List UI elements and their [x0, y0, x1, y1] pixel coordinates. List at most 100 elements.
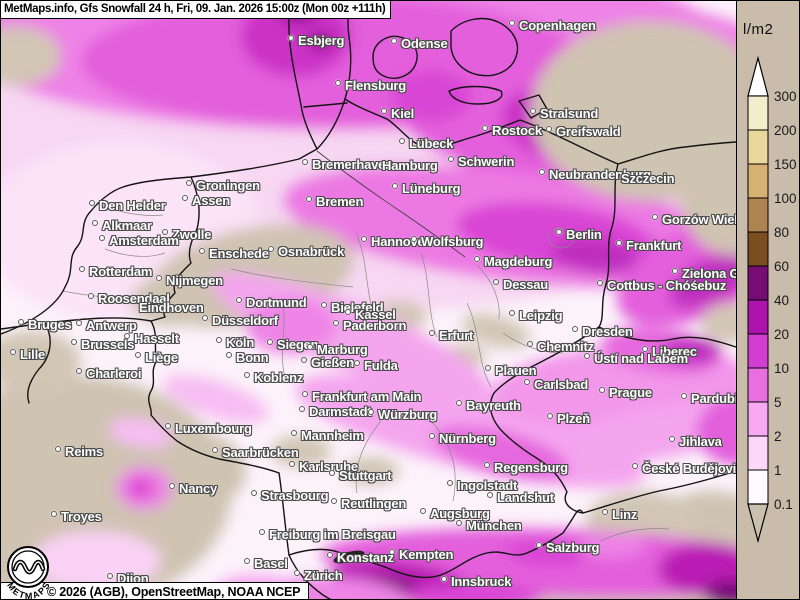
city-label-nijmegen: Nijmegen	[156, 274, 223, 287]
city-name: Brussels	[81, 337, 135, 352]
city-name: Zürich	[304, 568, 343, 583]
city-marker-icon	[291, 430, 297, 436]
city-marker-icon	[447, 480, 453, 486]
legend-tick-label: 300	[774, 89, 797, 104]
copyright-text: © 2026 (AGB), OpenStreetMap, NOAA NCEP	[1, 582, 310, 599]
city-label-troyes: Troyes	[51, 510, 102, 523]
city-name: Rotterdam	[89, 264, 153, 279]
city-name: Kassel	[355, 307, 396, 322]
city-name: Dessau	[503, 277, 549, 292]
city-name: Den Helder	[99, 198, 166, 213]
city-label-bielefeld: Bielefeld	[321, 300, 384, 315]
city-label-amsterdam: Amsterdam	[99, 234, 179, 247]
metmaps-logo: METMAPS	[5, 546, 51, 599]
city-name: Liberec	[652, 344, 697, 359]
city-label-stuttgart: Stuttgart	[329, 469, 392, 482]
city-label-landshut: Landshut	[487, 491, 554, 504]
legend-color-cell	[747, 469, 769, 505]
city-marker-icon	[88, 293, 94, 299]
city-name: Köln	[226, 335, 255, 350]
city-label-gie-en: Gießen	[301, 356, 354, 369]
city-label-hamburg: Hamburg	[382, 159, 438, 172]
city-marker-icon	[182, 195, 188, 201]
city-name: Frankfurt	[626, 238, 682, 253]
city-marker-icon	[572, 326, 578, 332]
city-marker-icon	[599, 387, 605, 393]
city-label-plauen: Plauen	[485, 364, 537, 377]
city-label-mannheim: Mannheim	[291, 429, 364, 442]
city-label-dessau: Dessau	[493, 278, 548, 291]
city-marker-icon	[530, 108, 536, 114]
city-marker-icon	[289, 461, 295, 467]
city-label-l-beck: Lübeck	[399, 137, 454, 150]
city-name: Gießen	[311, 355, 354, 370]
city-marker-icon	[333, 320, 339, 326]
city-label-bayreuth: Bayreuth	[456, 399, 521, 412]
city-marker-icon	[107, 573, 113, 579]
city-name: Dresden	[582, 324, 633, 339]
city-marker-icon	[392, 183, 398, 189]
city-marker-icon	[429, 433, 435, 439]
city-label-konstanz: Konstanz	[327, 551, 394, 564]
city-marker-icon	[632, 463, 638, 469]
city-marker-icon	[199, 248, 205, 254]
city-name: Troyes	[61, 509, 102, 524]
city-name: Magdeburg	[484, 254, 553, 269]
legend-color-scale: 300 200 150 100 80 60 40 20 10 5 2 1 0.1	[747, 55, 797, 544]
city-name: Zwolle	[172, 227, 212, 242]
city-marker-icon	[399, 138, 405, 144]
city-label-reutlingen: Reutlingen	[331, 497, 406, 510]
city-label-dortmund: Dortmund	[236, 296, 307, 309]
legend-tick-label: 2	[774, 429, 782, 444]
city-label-plze-: Plzeň	[547, 412, 590, 425]
city-marker-icon	[642, 346, 648, 352]
city-name: Leipzig	[519, 308, 563, 323]
city-label-zwolle: Zwolle	[162, 228, 211, 241]
city-label-schwerin: Schwerin	[448, 155, 514, 168]
legend-tick-label: 200	[774, 123, 797, 138]
city-marker-icon	[186, 180, 192, 186]
city-label-kiel: Kiel	[381, 107, 414, 120]
city-marker-icon	[584, 353, 590, 359]
city-marker-icon	[539, 169, 545, 175]
city-name: Marburg	[317, 342, 368, 357]
city-label-strasbourg: Strasbourg	[251, 489, 329, 502]
city-name: Eindhoven	[139, 300, 204, 315]
city-name: Plzeň	[557, 411, 590, 426]
city-label-copenhagen: Copenhagen	[509, 19, 596, 32]
city-marker-icon	[354, 360, 360, 366]
city-marker-icon	[536, 542, 542, 548]
city-marker-icon	[216, 337, 222, 343]
city-name: Mannheim	[301, 428, 364, 443]
city-name: Nijmegen	[166, 273, 223, 288]
city-label-bremerhaven: Bremerhaven	[302, 158, 393, 171]
city-label-luxembourg: Luxembourg	[165, 422, 252, 435]
city-label-k-ln: Köln	[216, 336, 254, 349]
city-label-ingolstadt: Ingolstadt	[447, 479, 517, 492]
city-name: Nürnberg	[439, 431, 496, 446]
city-label-assen: Assen	[182, 194, 230, 207]
city-marker-icon	[329, 470, 335, 476]
city-label-leipzig: Leipzig	[509, 308, 563, 323]
city-marker-icon	[546, 126, 552, 132]
city-label-kassel: Kassel	[345, 308, 396, 321]
city-name: Dijon	[117, 571, 149, 586]
legend-color-cell	[747, 333, 769, 369]
city-marker-icon	[259, 529, 265, 535]
city-label-magdeburg: Magdeburg	[474, 255, 552, 268]
city-marker-icon	[202, 315, 208, 321]
city-label-linz: Linz	[602, 508, 637, 521]
city-label-odense: Odense	[391, 37, 448, 50]
city-marker-icon	[509, 20, 515, 26]
city-name: Reutlingen	[341, 496, 407, 511]
city-marker-icon	[236, 297, 242, 303]
city-marker-icon	[368, 409, 374, 415]
city-name: Osnabrück	[278, 244, 345, 259]
city-label-regensburg: Regensburg	[484, 461, 568, 474]
city-label-esbjerg: Esbjerg	[288, 34, 344, 47]
city-marker-icon	[124, 333, 130, 339]
city-name: Augsburg	[430, 506, 490, 521]
city-name: Bielefeld	[331, 300, 384, 315]
city-name: Flensburg	[345, 78, 407, 93]
